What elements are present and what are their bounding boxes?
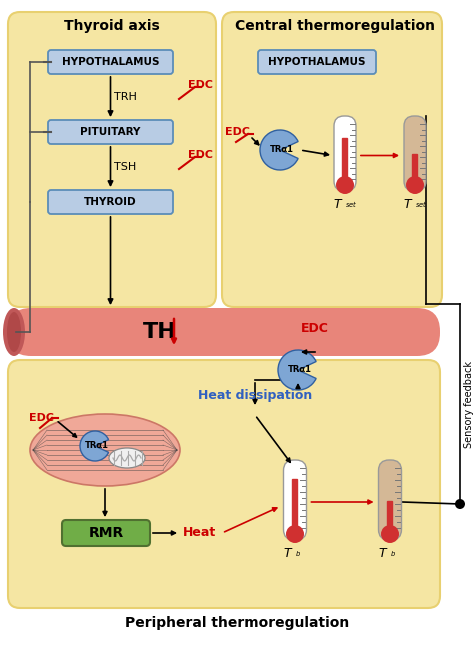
Text: $T$: $T$	[402, 198, 413, 211]
Wedge shape	[278, 350, 316, 390]
Text: Central thermoregulation: Central thermoregulation	[235, 19, 435, 33]
Ellipse shape	[7, 312, 21, 352]
Text: $T$: $T$	[333, 198, 343, 211]
Text: EDC: EDC	[189, 150, 213, 160]
Text: TRα1: TRα1	[288, 366, 312, 375]
FancyBboxPatch shape	[283, 460, 307, 540]
Circle shape	[455, 499, 465, 509]
Text: TRH: TRH	[115, 92, 137, 102]
Text: EDC: EDC	[226, 127, 250, 137]
Text: $_{set}$: $_{set}$	[345, 200, 358, 210]
Text: TH: TH	[143, 322, 177, 342]
FancyBboxPatch shape	[404, 116, 426, 191]
FancyBboxPatch shape	[334, 116, 356, 191]
Text: TSH: TSH	[115, 162, 137, 172]
FancyBboxPatch shape	[379, 460, 401, 540]
Circle shape	[286, 525, 304, 543]
FancyBboxPatch shape	[8, 308, 440, 356]
Circle shape	[406, 176, 424, 194]
Ellipse shape	[109, 448, 145, 468]
Text: TRα1: TRα1	[85, 441, 109, 451]
Text: TRα1: TRα1	[270, 145, 294, 154]
Text: EDC: EDC	[301, 322, 329, 334]
Wedge shape	[80, 431, 109, 461]
Text: HYPOTHALAMUS: HYPOTHALAMUS	[62, 57, 159, 67]
Text: Heat: Heat	[183, 526, 217, 540]
Ellipse shape	[30, 414, 180, 486]
FancyBboxPatch shape	[8, 12, 216, 307]
Text: $T$: $T$	[283, 547, 293, 560]
Circle shape	[336, 176, 354, 194]
FancyBboxPatch shape	[8, 360, 440, 608]
Text: Heat dissipation: Heat dissipation	[198, 388, 312, 402]
Text: HYPOTHALAMUS: HYPOTHALAMUS	[268, 57, 366, 67]
Text: EDC: EDC	[189, 80, 213, 90]
Text: Sensory feedback: Sensory feedback	[464, 360, 474, 447]
FancyBboxPatch shape	[48, 50, 173, 74]
Text: $_b$: $_b$	[295, 549, 301, 559]
Ellipse shape	[3, 308, 25, 356]
Wedge shape	[260, 130, 298, 170]
Text: RMR: RMR	[88, 526, 124, 540]
FancyBboxPatch shape	[48, 120, 173, 144]
Bar	[412, 154, 418, 179]
FancyBboxPatch shape	[258, 50, 376, 74]
Bar	[343, 138, 347, 179]
Text: $_{set}$: $_{set}$	[415, 200, 428, 210]
Text: EDC: EDC	[29, 413, 55, 423]
FancyBboxPatch shape	[48, 190, 173, 214]
Text: THYROID: THYROID	[84, 197, 137, 207]
Circle shape	[381, 525, 399, 543]
Text: PITUITARY: PITUITARY	[80, 127, 141, 137]
Bar	[292, 479, 298, 528]
Text: $_b$: $_b$	[390, 549, 396, 559]
Text: Peripheral thermoregulation: Peripheral thermoregulation	[125, 616, 349, 630]
FancyBboxPatch shape	[62, 520, 150, 546]
Text: $T$: $T$	[378, 547, 388, 560]
FancyBboxPatch shape	[222, 12, 442, 307]
Bar	[388, 501, 392, 528]
Text: Thyroid axis: Thyroid axis	[64, 19, 160, 33]
